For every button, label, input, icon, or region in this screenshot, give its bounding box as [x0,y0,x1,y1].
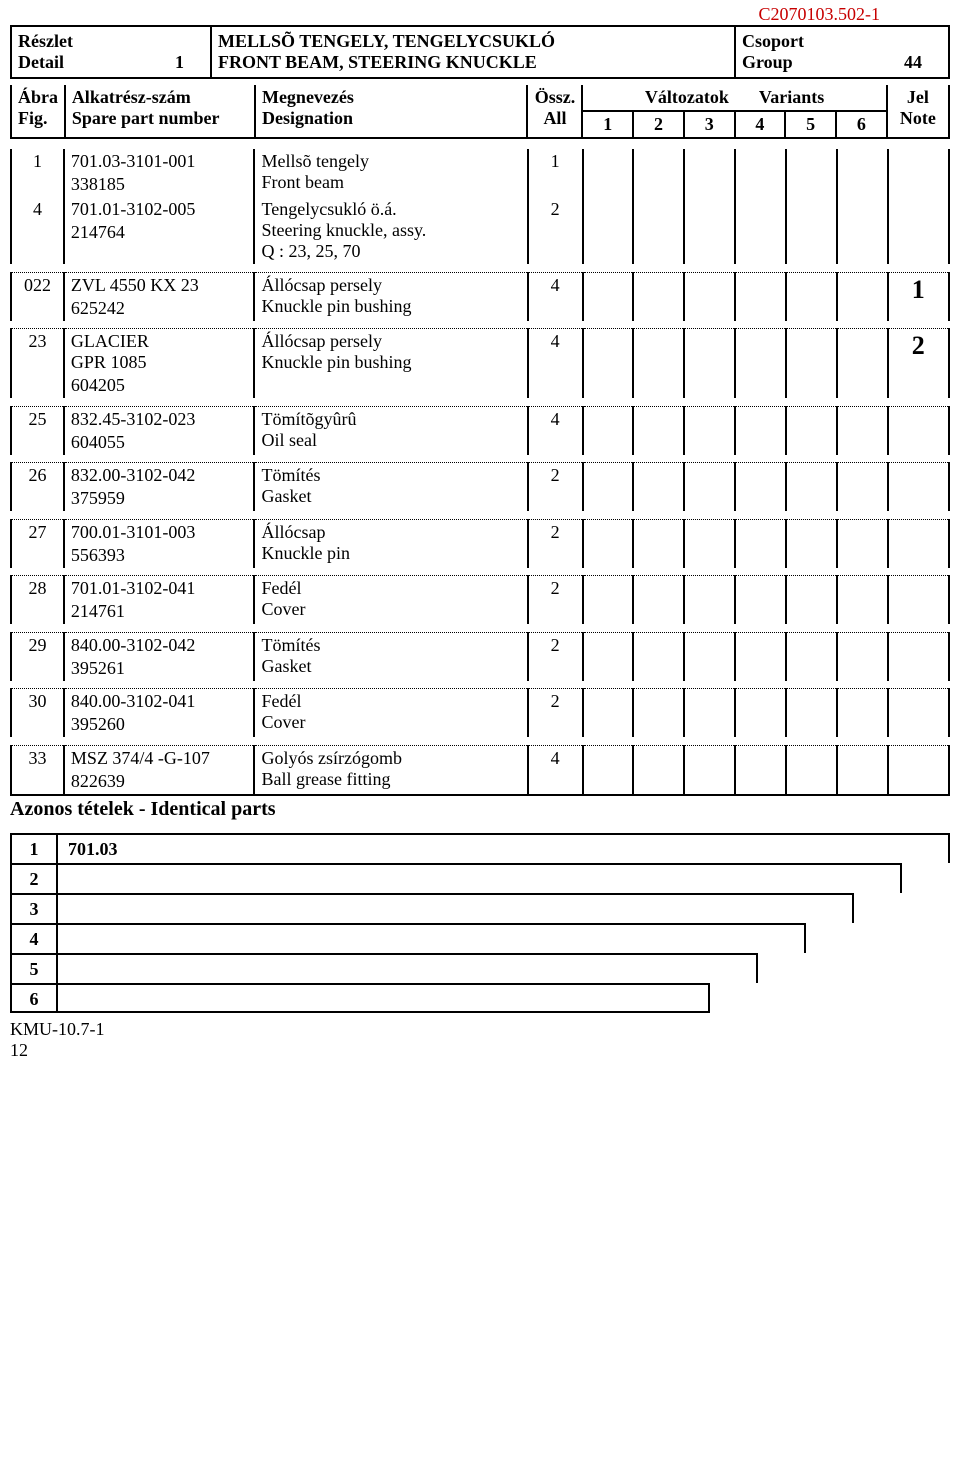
col-desig-en: Designation [262,108,353,128]
stair-label: 1 [10,833,58,863]
stair-label: 2 [10,863,58,893]
parts-table: 1701.03-3101-001338185Mellsõ tengelyFron… [10,149,950,796]
col-part-en: Spare part number [72,108,220,128]
col-v1: 1 [583,112,634,137]
col-variants-en: Variants [759,87,824,108]
stair-body [58,863,902,893]
column-headers: Ábra Fig. Alkatrész-szám Spare part numb… [10,85,950,139]
col-all-en: All [543,108,566,128]
col-fig-hu: Ábra [18,87,58,107]
col-all-hu: Össz. [535,87,576,107]
table-row: 022ZVL 4550 KX 23625242Állócsap perselyK… [11,272,949,321]
table-row: 33MSZ 374/4 -G-107822639Golyós zsírzógom… [11,745,949,795]
stair-label: 3 [10,893,58,923]
col-variants-hu: Változatok [645,87,729,108]
identical-label: Azonos tételek - Identical parts [10,798,950,821]
variant-stairs: 1701.0323456 [10,833,950,1013]
stair-body: 701.03 [58,833,950,863]
col-v6: 6 [837,112,886,137]
header-box: Részlet Detail 1 MELLSÕ TENGELY, TENGELY… [10,25,950,79]
group-en: Group [742,52,793,73]
title-en: FRONT BEAM, STEERING KNUCKLE [218,52,728,73]
col-v3: 3 [685,112,736,137]
footer-code1: KMU-10.7-1 [10,1019,950,1040]
table-row: 29840.00-3102-042395261TömítésGasket2 [11,632,949,681]
stair-row: 3 [10,893,950,923]
stair-body [58,983,710,1013]
table-row: 4701.01-3102-005214764Tengelycsukló ö.á.… [11,197,949,264]
stair-body [58,893,854,923]
col-v5: 5 [786,112,837,137]
stair-row: 6 [10,983,950,1013]
col-v4: 4 [736,112,787,137]
table-row: 26832.00-3102-042375959TömítésGasket2 [11,463,949,512]
stair-row: 1701.03 [10,833,950,863]
table-row: 1701.03-3101-001338185Mellsõ tengelyFron… [11,149,949,197]
col-part-hu: Alkatrész-szám [72,87,191,107]
col-note-hu: Jel [907,87,929,107]
table-row: 30840.00-3102-041395260FedélCover2 [11,689,949,738]
stair-row: 5 [10,953,950,983]
group-hu: Csoport [742,31,942,52]
stair-body [58,953,758,983]
table-row: 25832.45-3102-023604055TömítõgyûrûOil se… [11,406,949,455]
detail-num: 1 [175,52,204,73]
col-v2: 2 [634,112,685,137]
page: C2070103.502-1 Részlet Detail 1 MELLSÕ T… [0,0,960,1061]
table-row: 23GLACIERGPR 1085604205Állócsap perselyK… [11,329,949,399]
document-id: C2070103.502-1 [0,0,960,25]
stair-row: 2 [10,863,950,893]
group-num: 44 [904,52,942,73]
stair-row: 4 [10,923,950,953]
table-row: 27700.01-3101-003556393ÁllócsapKnuckle p… [11,519,949,568]
table-row: 28701.01-3102-041214761FedélCover2 [11,576,949,625]
detail-en: Detail [18,52,64,73]
detail-hu: Részlet [18,31,204,52]
col-desig-hu: Megnevezés [262,87,354,107]
stair-label: 4 [10,923,58,953]
title-hu: MELLSÕ TENGELY, TENGELYCSUKLÓ [218,31,728,52]
col-fig-en: Fig. [18,108,48,128]
stair-label: 5 [10,953,58,983]
stair-label: 6 [10,983,58,1013]
col-note-en: Note [900,108,936,128]
footer-code2: 12 [10,1040,950,1061]
stair-body [58,923,806,953]
